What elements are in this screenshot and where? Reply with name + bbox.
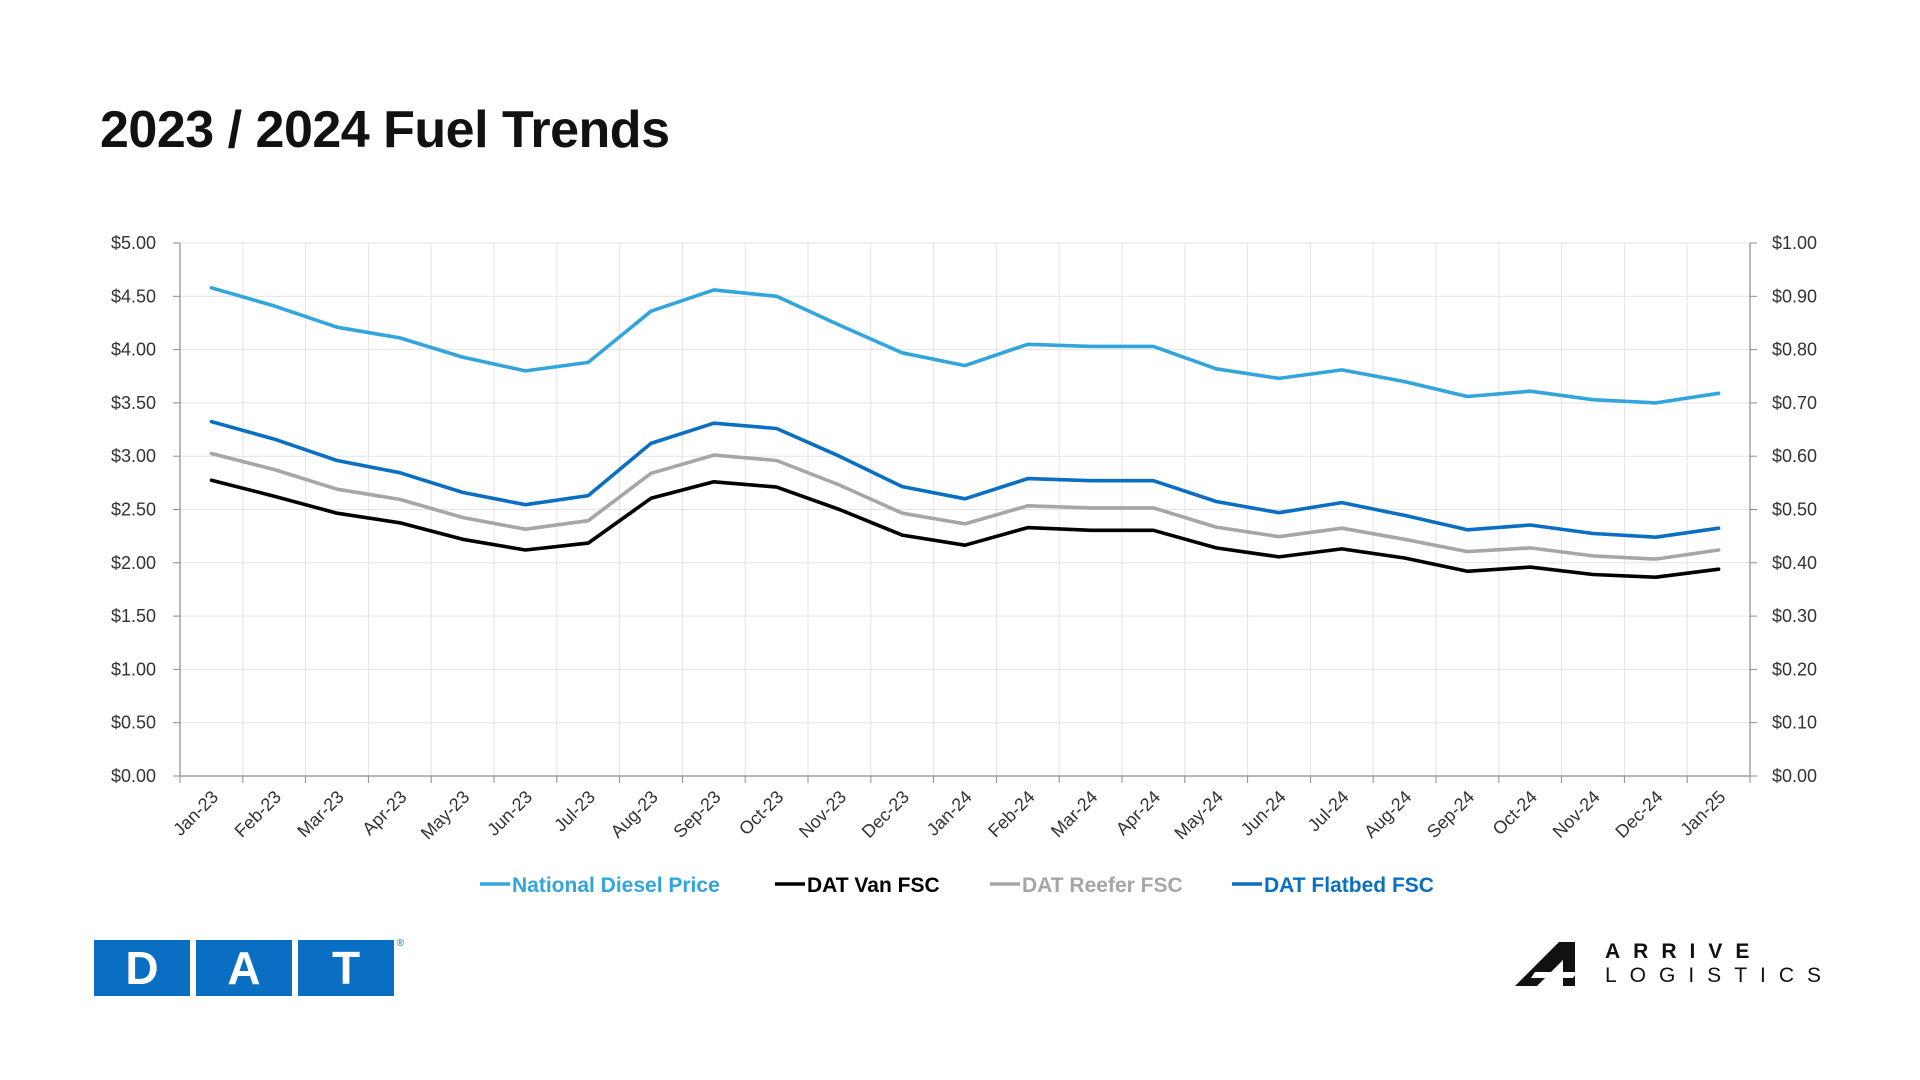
- y-right-tick-label: $0.20: [1772, 659, 1817, 679]
- y-right-tick-label: $0.40: [1772, 553, 1817, 573]
- x-tick-label: Jun-24: [1237, 787, 1290, 840]
- y-right-tick-label: $0.90: [1772, 286, 1817, 306]
- x-tick-label: Dec-24: [1611, 787, 1666, 842]
- x-tick-label: Oct-24: [1489, 787, 1541, 839]
- series-line-national-diesel-price: [209, 285, 1721, 405]
- gridlines: [179, 242, 1751, 777]
- legend-label: DAT Van FSC: [807, 874, 940, 897]
- x-tick-label: Feb-24: [984, 787, 1038, 841]
- x-tick-label: Mar-23: [293, 787, 347, 841]
- x-axis-labels: Jan-23 Feb-23 Mar-23 Apr-23 May-23 Jun-23 Jul-…: [169, 787, 1729, 844]
- series-line-dat-flatbed-fsc: [209, 419, 1721, 540]
- y-left-tick-label: $0.50: [111, 713, 156, 733]
- dat-logo-letter-d: D: [94, 940, 190, 996]
- arrive-logo-icon: [1515, 942, 1577, 986]
- x-tick-label: Jul-23: [550, 787, 599, 836]
- arrive-logo-line1: ARRIVE: [1605, 940, 1763, 963]
- x-tick-label: Sep-23: [669, 787, 724, 842]
- x-tick-label: Feb-23: [231, 787, 285, 841]
- series-lines: [209, 285, 1721, 580]
- series-line-dat-van-fsc: [209, 478, 1721, 580]
- x-tick-label: Aug-24: [1360, 787, 1415, 842]
- dat-logo: D A T ®: [94, 938, 404, 996]
- legend-label: DAT Flatbed FSC: [1264, 874, 1434, 897]
- y-left-tick-label: $2.00: [111, 553, 156, 573]
- y-right-tick-label: $0.80: [1772, 340, 1817, 360]
- y-right-tick-label: $0.60: [1772, 446, 1817, 466]
- y-right-tick-label: $0.70: [1772, 393, 1817, 413]
- chart-title: 2023 / 2024 Fuel Trends: [100, 101, 670, 159]
- y-left-tick-label: $2.50: [111, 500, 156, 520]
- series-line-dat-reefer-fsc: [209, 451, 1721, 561]
- x-tick-label: May-24: [1170, 787, 1227, 844]
- x-tick-label: Jan-25: [1676, 787, 1729, 840]
- y-left-tick-label: $3.50: [111, 393, 156, 413]
- arrive-logistics-logo: ARRIVE LOGISTICS: [1515, 940, 1834, 988]
- axes: [173, 242, 1757, 783]
- y-right-tick-label: $0.10: [1772, 713, 1817, 733]
- y-right-tick-label: $0.30: [1772, 606, 1817, 626]
- y-left-tick-label: $1.00: [111, 659, 156, 679]
- dat-logo-letter-a: A: [196, 940, 292, 996]
- registered-mark: ®: [396, 938, 404, 949]
- y-axis-right-labels: $0.00 $0.10 $0.20 $0.30 $0.40 $0.50 $0.60 $0.70…: [1772, 233, 1817, 786]
- y-left-tick-label: $3.00: [111, 446, 156, 466]
- y-left-tick-label: $4.00: [111, 340, 156, 360]
- y-right-tick-label: $0.00: [1772, 766, 1817, 786]
- y-left-tick-label: $1.50: [111, 606, 156, 626]
- x-tick-label: Jan-24: [923, 787, 976, 840]
- x-tick-label: Mar-24: [1047, 787, 1101, 841]
- x-tick-label: Nov-23: [795, 787, 850, 842]
- x-tick-label: Apr-24: [1112, 787, 1164, 839]
- y-axis-left-labels: $0.00 $0.50 $1.00 $1.50 $2.00 $2.50 $3.00 $3.50…: [111, 233, 156, 786]
- x-tick-label: Jan-23: [169, 787, 222, 840]
- x-tick-label: Apr-23: [358, 787, 410, 839]
- x-tick-label: Aug-23: [607, 787, 662, 842]
- x-tick-label: Jun-23: [483, 787, 536, 840]
- x-tick-label: Oct-23: [735, 787, 787, 839]
- arrive-logo-line2: LOGISTICS: [1605, 964, 1835, 987]
- legend: National Diesel Price DAT Van FSC DAT Reef…: [480, 874, 1434, 897]
- y-left-tick-label: $0.00: [111, 766, 156, 786]
- x-tick-label: Sep-24: [1423, 787, 1478, 842]
- y-left-tick-label: $4.50: [111, 286, 156, 306]
- legend-label: National Diesel Price: [512, 874, 720, 897]
- y-right-tick-label: $0.50: [1772, 500, 1817, 520]
- dat-logo-letter-t: T: [298, 940, 394, 996]
- y-left-tick-label: $5.00: [111, 233, 156, 253]
- x-tick-label: Jul-24: [1304, 787, 1353, 836]
- x-tick-label: Dec-23: [858, 787, 913, 842]
- x-tick-label: May-23: [417, 787, 474, 844]
- x-tick-label: Nov-24: [1549, 787, 1604, 842]
- y-right-tick-label: $1.00: [1772, 233, 1817, 253]
- legend-label: DAT Reefer FSC: [1022, 874, 1183, 897]
